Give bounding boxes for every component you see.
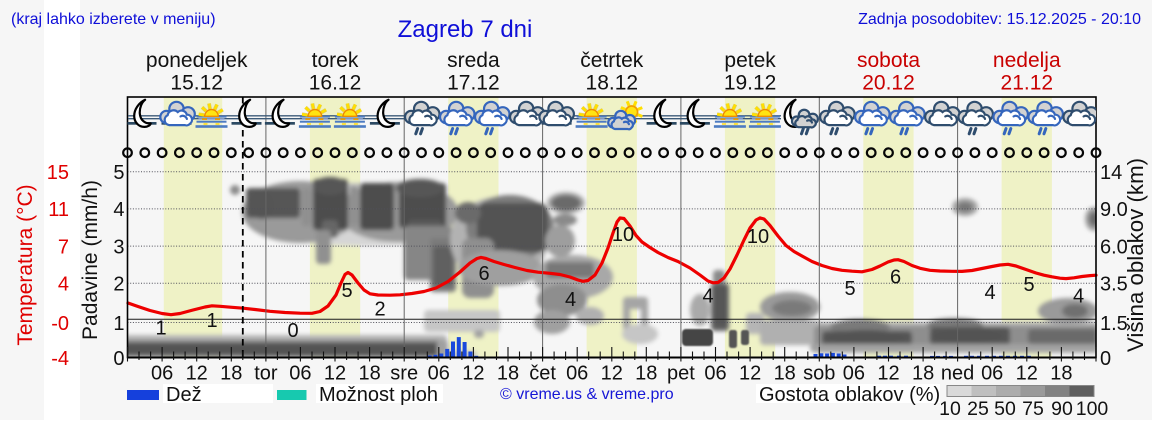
svg-text:18: 18 (774, 363, 796, 385)
svg-text:sreda: sreda (447, 49, 500, 72)
svg-text:15: 15 (47, 162, 69, 184)
svg-text:2: 2 (113, 274, 124, 296)
svg-text:Zadnja posodobitev: 15.12.2025: Zadnja posodobitev: 15.12.2025 - 20:10 (858, 11, 1141, 28)
svg-text:06: 06 (428, 363, 450, 385)
svg-text:4: 4 (565, 289, 576, 311)
svg-text:ponedeljek: ponedeljek (146, 49, 248, 72)
svg-text:12: 12 (601, 363, 623, 385)
svg-text:Padavine (mm/h): Padavine (mm/h) (79, 180, 102, 340)
svg-text:14: 14 (1100, 162, 1122, 184)
svg-text:4: 4 (1073, 286, 1084, 308)
svg-text:3.5: 3.5 (1100, 274, 1128, 296)
svg-text:18: 18 (358, 363, 380, 385)
svg-text:čet: čet (529, 363, 556, 385)
svg-text:16.12: 16.12 (309, 71, 362, 94)
svg-text:18: 18 (1050, 363, 1072, 385)
svg-text:0: 0 (1100, 348, 1111, 370)
svg-text:Možnost ploh: Možnost ploh (319, 384, 438, 406)
svg-text:15.12: 15.12 (170, 71, 223, 94)
svg-text:4: 4 (58, 274, 69, 296)
svg-text:19.12: 19.12 (724, 71, 777, 94)
svg-text:1: 1 (113, 313, 124, 335)
svg-text:06: 06 (981, 363, 1003, 385)
svg-text:06: 06 (289, 363, 311, 385)
svg-text:5: 5 (341, 280, 352, 302)
svg-text:10: 10 (747, 226, 769, 248)
svg-text:06: 06 (843, 363, 865, 385)
svg-text:ned: ned (941, 363, 974, 385)
svg-text:11: 11 (48, 199, 69, 221)
svg-text:12: 12 (877, 363, 899, 385)
svg-text:10: 10 (612, 224, 634, 246)
svg-text:12: 12 (324, 363, 346, 385)
svg-text:nedelja: nedelja (993, 49, 1061, 72)
svg-text:petek: petek (724, 49, 776, 72)
svg-text:7: 7 (58, 236, 69, 258)
svg-text:(kraj lahko izberete v meniju): (kraj lahko izberete v meniju) (11, 11, 216, 28)
svg-text:17.12: 17.12 (447, 71, 500, 94)
svg-text:Dež: Dež (166, 384, 202, 406)
svg-text:12: 12 (1016, 363, 1038, 385)
svg-text:sob: sob (803, 363, 835, 385)
svg-text:9.0: 9.0 (1100, 199, 1128, 221)
svg-text:1: 1 (155, 318, 166, 340)
svg-text:5: 5 (113, 162, 124, 184)
svg-text:18: 18 (912, 363, 934, 385)
svg-text:-0: -0 (51, 313, 69, 335)
svg-text:1: 1 (206, 310, 217, 332)
svg-text:1.5: 1.5 (1100, 313, 1128, 335)
svg-text:2: 2 (374, 299, 385, 321)
svg-text:100: 100 (1076, 398, 1109, 420)
svg-text:četrtek: četrtek (580, 49, 644, 72)
svg-text:75: 75 (1022, 398, 1044, 420)
svg-text:50: 50 (994, 398, 1016, 420)
svg-text:4: 4 (702, 286, 713, 308)
svg-text:5: 5 (844, 278, 855, 300)
svg-text:Temperatura (°C): Temperatura (°C) (14, 184, 37, 345)
svg-text:-4: -4 (51, 348, 69, 370)
svg-text:25: 25 (967, 398, 989, 420)
svg-text:© vreme.us & vreme.pro: © vreme.us & vreme.pro (500, 386, 674, 403)
svg-text:0: 0 (113, 348, 124, 370)
svg-text:06: 06 (704, 363, 726, 385)
svg-text:Zagreb 7 dni: Zagreb 7 dni (398, 16, 533, 43)
svg-text:06: 06 (566, 363, 588, 385)
svg-text:12: 12 (462, 363, 484, 385)
svg-text:torek: torek (312, 49, 359, 72)
svg-text:20.12: 20.12 (862, 71, 915, 94)
svg-text:6: 6 (890, 267, 901, 289)
svg-text:18: 18 (220, 363, 242, 385)
svg-text:sre: sre (390, 363, 418, 385)
svg-text:Višina oblakov (km): Višina oblakov (km) (1123, 158, 1148, 352)
svg-text:18.12: 18.12 (586, 71, 639, 94)
svg-text:18: 18 (497, 363, 519, 385)
svg-text:12: 12 (739, 363, 761, 385)
svg-text:6: 6 (478, 263, 489, 285)
svg-text:4: 4 (113, 199, 124, 221)
svg-text:sobota: sobota (857, 49, 920, 72)
svg-text:tor: tor (254, 363, 278, 385)
svg-text:5: 5 (1023, 274, 1034, 296)
svg-text:3: 3 (113, 236, 124, 258)
svg-text:4: 4 (984, 282, 995, 304)
svg-text:90: 90 (1051, 398, 1073, 420)
svg-text:6.0: 6.0 (1100, 236, 1128, 258)
svg-text:10: 10 (939, 398, 961, 420)
svg-text:0: 0 (287, 320, 298, 342)
svg-text:12: 12 (186, 363, 208, 385)
svg-text:06: 06 (151, 363, 173, 385)
svg-text:pet: pet (667, 363, 695, 385)
svg-text:21.12: 21.12 (1001, 71, 1054, 94)
svg-text:Gostota oblakov (%): Gostota oblakov (%) (759, 384, 940, 406)
svg-text:18: 18 (635, 363, 657, 385)
